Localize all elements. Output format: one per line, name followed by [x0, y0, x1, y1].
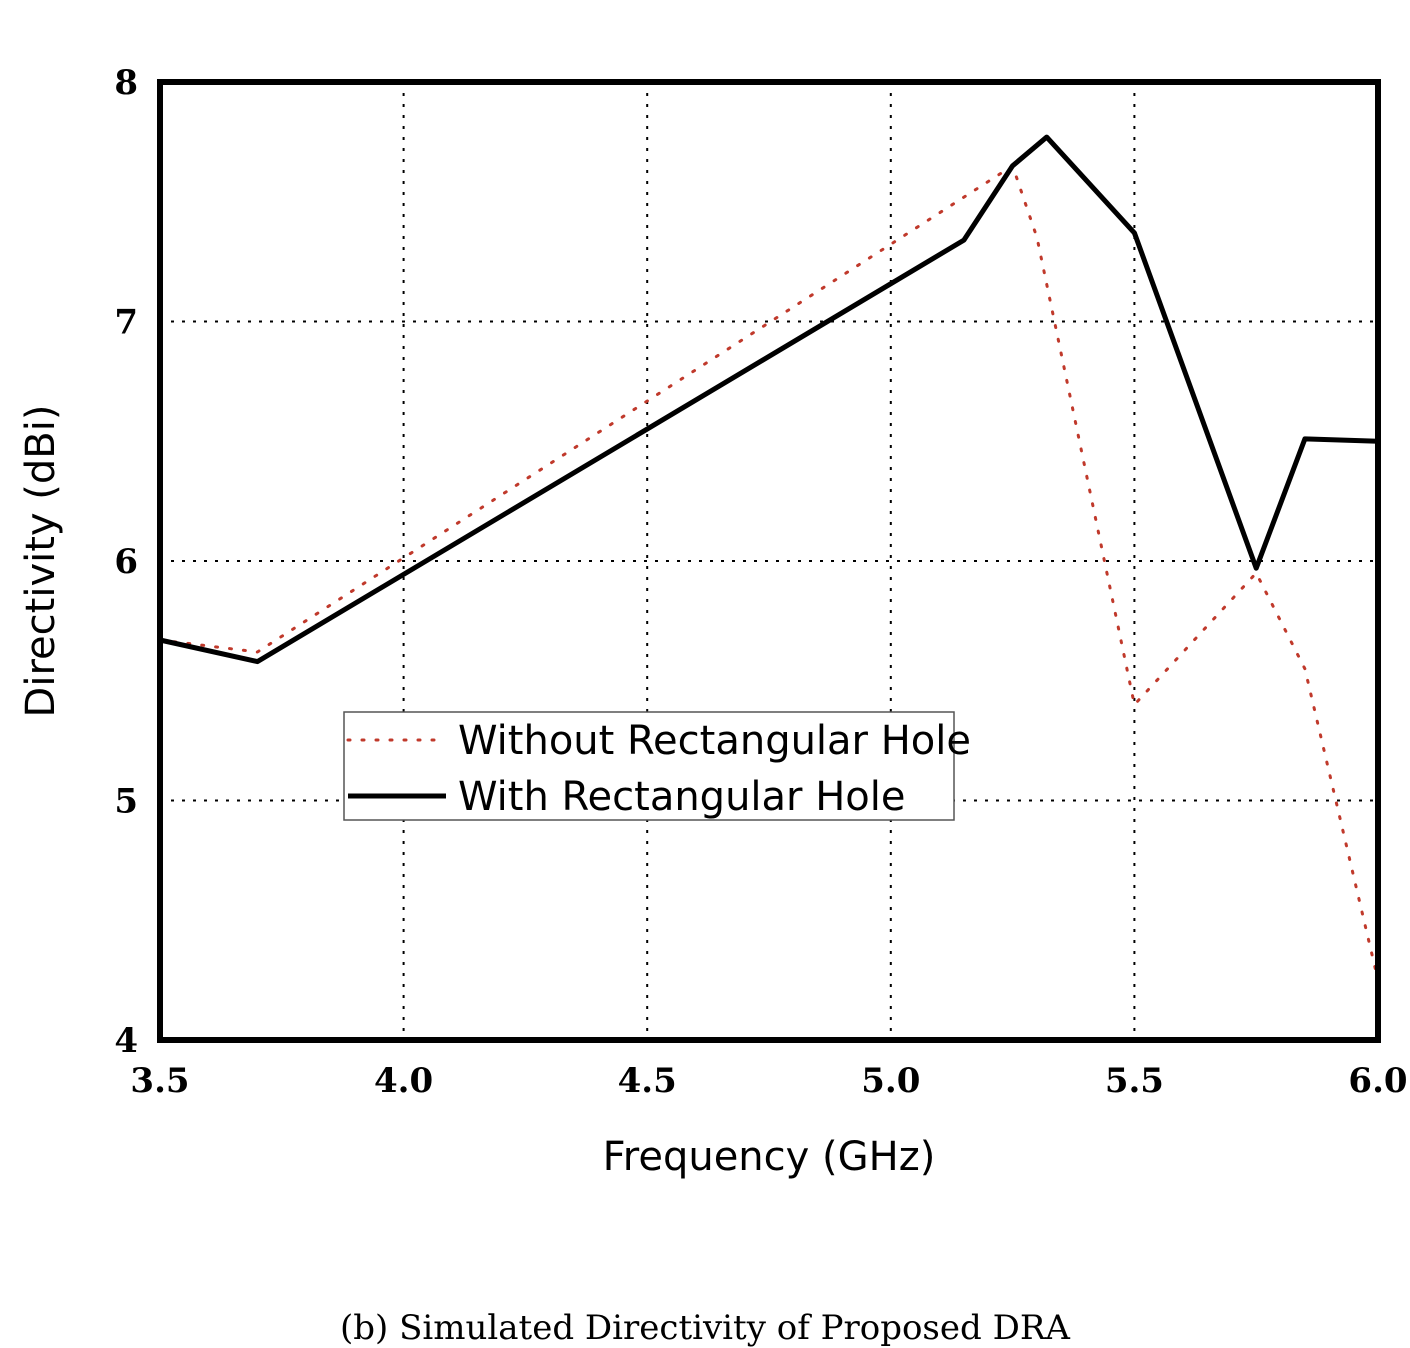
y-tick-label: 4: [114, 1021, 138, 1061]
y-tick-label: 6: [114, 542, 138, 582]
series-lines: [158, 134, 1380, 982]
x-tick-label: 6.0: [1348, 1061, 1407, 1101]
legend-label-with-hole: With Rectangular Hole: [458, 774, 905, 820]
x-tick-label: 5.0: [861, 1061, 920, 1101]
axis-tick-labels: 3.5 4.0 4.5 5.0 5.5 6.0 4 5 6 7 8: [114, 63, 1407, 1101]
y-tick-label: 8: [114, 63, 138, 103]
series-line-0: [158, 164, 1380, 982]
legend-label-without-hole: Without Rectangular Hole: [458, 718, 971, 764]
x-tick-label: 5.5: [1105, 1061, 1164, 1101]
legend: Without Rectangular Hole With Rectangula…: [343, 711, 971, 821]
plot-frame: [157, 79, 1381, 1043]
x-tick-label: 4.5: [618, 1061, 677, 1101]
y-tick-label: 5: [114, 782, 138, 822]
grid-lines: [160, 82, 1378, 1040]
series-line-1: [159, 134, 1379, 665]
legend-box: [343, 711, 955, 821]
y-axis-title: Directivity (dBi): [18, 405, 64, 718]
x-tick-label: 3.5: [130, 1061, 189, 1101]
figure-caption: (b) Simulated Directivity of Proposed DR…: [339, 1308, 1070, 1348]
y-tick-label: 7: [114, 303, 138, 343]
x-axis-title: Frequency (GHz): [603, 1134, 936, 1180]
x-tick-label: 4.0: [374, 1061, 433, 1101]
